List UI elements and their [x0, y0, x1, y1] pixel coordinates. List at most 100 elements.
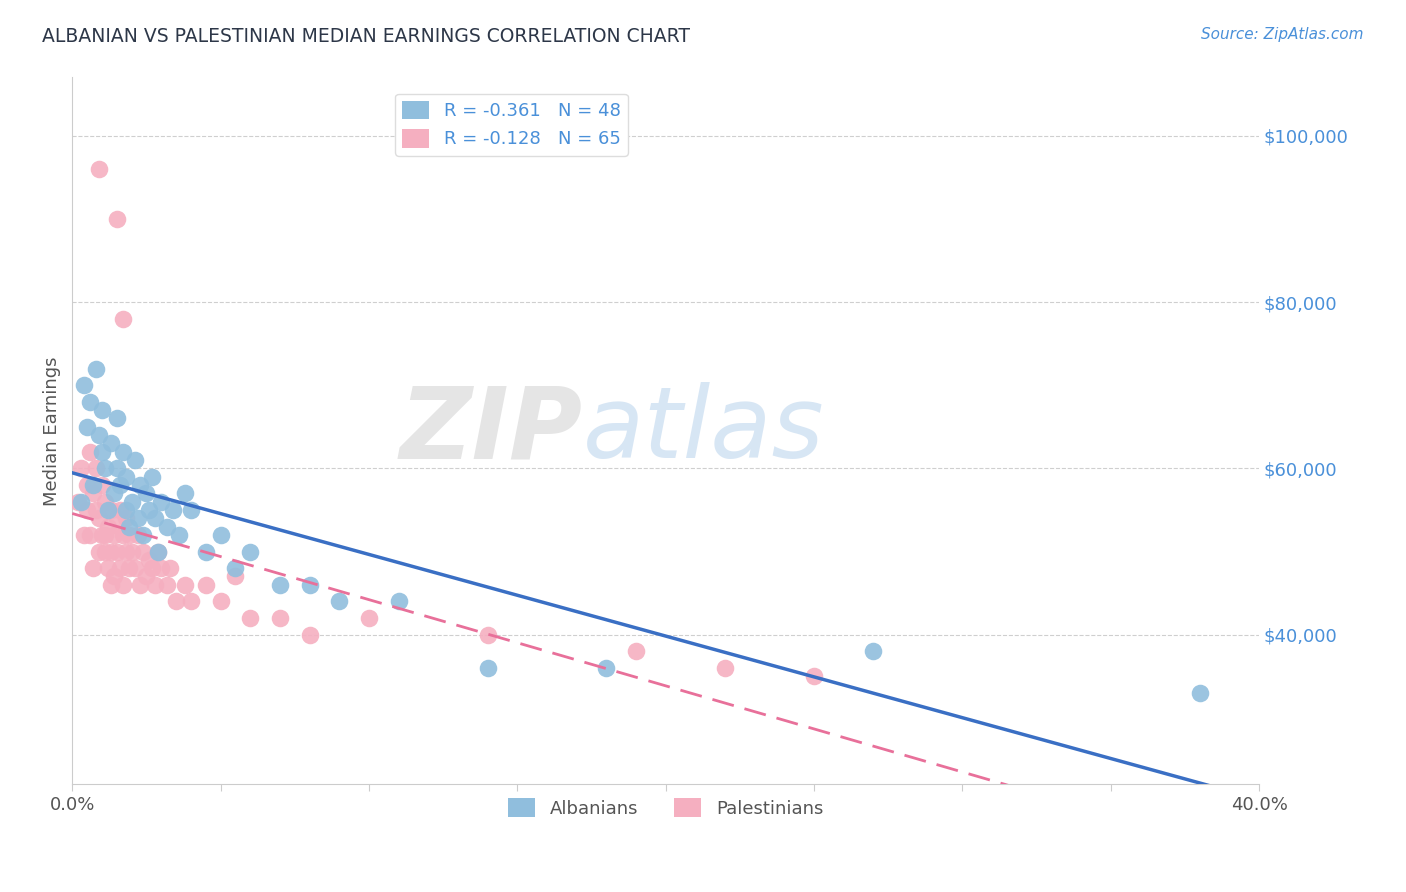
Point — [111, 444, 134, 458]
Point — [129, 478, 152, 492]
Text: atlas: atlas — [582, 383, 824, 479]
Point — [105, 211, 128, 226]
Point — [224, 561, 246, 575]
Point — [79, 528, 101, 542]
Point — [180, 503, 202, 517]
Point — [132, 544, 155, 558]
Point — [82, 478, 104, 492]
Point — [143, 511, 166, 525]
Point — [127, 511, 149, 525]
Point — [108, 503, 131, 517]
Point — [117, 519, 139, 533]
Point — [862, 644, 884, 658]
Point — [67, 494, 90, 508]
Point — [174, 486, 197, 500]
Point — [94, 544, 117, 558]
Point — [595, 661, 617, 675]
Point — [477, 628, 499, 642]
Point — [84, 503, 107, 517]
Point — [148, 544, 170, 558]
Point — [87, 161, 110, 176]
Point — [714, 661, 737, 675]
Point — [141, 469, 163, 483]
Point — [87, 544, 110, 558]
Point — [239, 611, 262, 625]
Y-axis label: Median Earnings: Median Earnings — [44, 356, 60, 506]
Point — [135, 486, 157, 500]
Point — [159, 561, 181, 575]
Point — [103, 569, 125, 583]
Point — [100, 578, 122, 592]
Point — [174, 578, 197, 592]
Point — [114, 511, 136, 525]
Point — [117, 528, 139, 542]
Point — [76, 419, 98, 434]
Point — [97, 561, 120, 575]
Point — [298, 628, 321, 642]
Point — [76, 478, 98, 492]
Point — [124, 453, 146, 467]
Point — [82, 486, 104, 500]
Text: ZIP: ZIP — [399, 383, 582, 479]
Point — [135, 569, 157, 583]
Point — [87, 428, 110, 442]
Point — [162, 503, 184, 517]
Point — [477, 661, 499, 675]
Point — [141, 561, 163, 575]
Point — [76, 503, 98, 517]
Point — [388, 594, 411, 608]
Point — [167, 528, 190, 542]
Point — [114, 503, 136, 517]
Point — [70, 461, 93, 475]
Point — [298, 578, 321, 592]
Point — [803, 669, 825, 683]
Legend: Albanians, Palestinians: Albanians, Palestinians — [501, 791, 831, 825]
Point — [73, 528, 96, 542]
Point — [90, 403, 112, 417]
Point — [84, 461, 107, 475]
Point — [79, 394, 101, 409]
Point — [269, 611, 291, 625]
Point — [94, 461, 117, 475]
Point — [150, 561, 173, 575]
Point — [269, 578, 291, 592]
Point — [108, 478, 131, 492]
Point — [129, 578, 152, 592]
Point — [90, 444, 112, 458]
Point — [194, 578, 217, 592]
Point — [121, 494, 143, 508]
Point — [239, 544, 262, 558]
Point — [90, 478, 112, 492]
Point — [224, 569, 246, 583]
Point — [108, 561, 131, 575]
Point — [90, 528, 112, 542]
Point — [97, 503, 120, 517]
Point — [209, 528, 232, 542]
Point — [105, 461, 128, 475]
Point — [114, 544, 136, 558]
Point — [84, 361, 107, 376]
Point — [138, 553, 160, 567]
Point — [94, 494, 117, 508]
Point — [70, 494, 93, 508]
Point — [105, 411, 128, 425]
Point — [111, 578, 134, 592]
Point — [121, 544, 143, 558]
Point — [165, 594, 187, 608]
Point — [73, 378, 96, 392]
Text: Source: ZipAtlas.com: Source: ZipAtlas.com — [1201, 27, 1364, 42]
Point — [105, 511, 128, 525]
Point — [105, 544, 128, 558]
Point — [624, 644, 647, 658]
Point — [100, 436, 122, 450]
Point — [180, 594, 202, 608]
Point — [143, 578, 166, 592]
Point — [124, 561, 146, 575]
Point — [357, 611, 380, 625]
Point — [100, 544, 122, 558]
Point — [114, 469, 136, 483]
Point — [79, 444, 101, 458]
Point — [138, 503, 160, 517]
Point — [103, 486, 125, 500]
Point — [132, 528, 155, 542]
